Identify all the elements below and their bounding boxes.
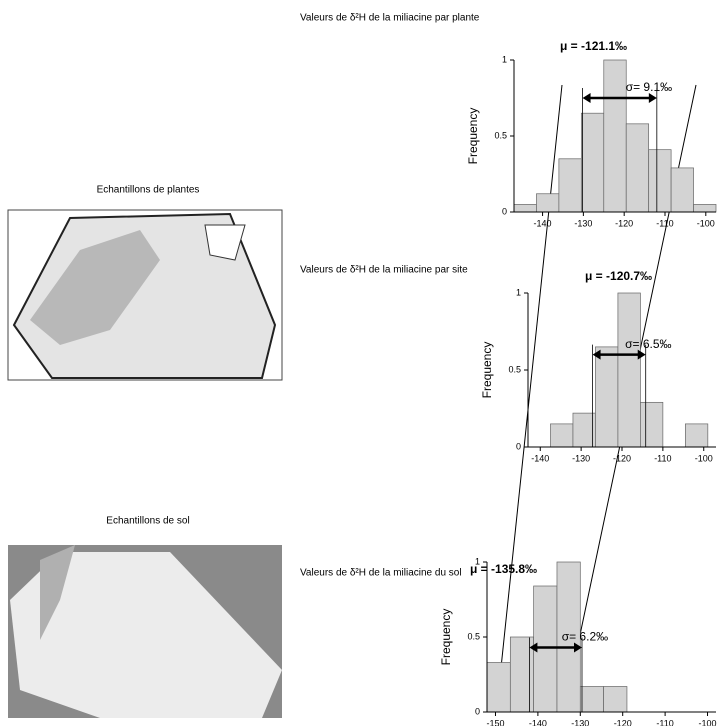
bar [648,149,672,213]
bar [670,167,694,213]
bar [625,123,650,213]
arrow-head [582,93,591,103]
bar [595,346,619,448]
x-tick-label: -100 [695,453,713,463]
arrow-head [592,349,601,360]
arrow-head [637,349,646,360]
sd-label: σ= 6.5‰ [625,337,671,351]
x-tick-label: -100 [699,718,717,726]
x-tick-label: -100 [697,218,715,228]
x-tick-label: -120 [615,218,633,228]
bar [558,158,582,213]
arrow-head [529,642,538,653]
mean-label: μ = -135.8‰ [470,562,537,576]
bar [536,193,560,213]
y-axis-label: Frequency [439,609,453,666]
y-axis-label: Frequency [480,342,494,399]
y-tick-label: 1 [516,287,521,297]
x-tick-label: -130 [572,453,590,463]
bar [572,412,596,448]
sd-label: σ= 6.2‰ [562,630,608,644]
x-tick-label: -110 [656,218,673,228]
y-tick-label: 0 [516,441,521,451]
bar [693,204,717,213]
bar [550,423,574,448]
bar [603,686,628,713]
panel-caption: Echantillons de plantes [97,185,200,196]
panel-caption: Echantillons de sol [106,516,189,527]
plant-map [7,209,283,381]
x-tick-label: -130 [574,218,592,228]
bar [486,662,511,713]
y-axis-label: Frequency [466,108,480,165]
chart-title: Valeurs de δ²H de la miliacine par site [300,265,468,276]
sd-label: σ= 9.1‰ [626,80,672,94]
x-tick-label: -140 [529,718,547,726]
bar [640,401,664,448]
y-tick-label: 0 [502,206,507,216]
x-tick-label: -120 [613,453,631,463]
y-tick-label: 1 [502,54,507,64]
x-tick-label: -130 [571,718,589,726]
y-tick-label: 0.5 [508,364,521,374]
bar [617,292,641,448]
bar [509,636,534,713]
y-tick-label: 0 [475,706,480,716]
mean-label: μ = -120.7‰ [585,269,652,283]
x-tick-label: -140 [531,453,549,463]
soil-map [8,545,282,718]
arrow-head [573,642,582,653]
x-tick-label: -110 [654,453,671,463]
bar [513,204,537,213]
bar [684,423,709,448]
x-tick-label: -150 [486,718,504,726]
mean-label: μ = -121.1‰ [560,39,627,53]
y-tick-label: 0.5 [467,631,480,641]
chart-title: Valeurs de δ²H de la miliacine du sol [300,568,462,579]
y-tick-label: 0.5 [494,130,507,140]
bar [603,59,627,213]
x-tick-label: -110 [656,718,673,726]
bar [580,112,605,213]
bar [579,686,604,713]
chart-title: Valeurs de δ²H de la miliacine par plant… [300,13,480,24]
y-tick-label: 1 [475,556,480,566]
arrow-head [648,93,657,103]
x-tick-label: -120 [614,718,632,726]
x-tick-label: -140 [534,218,552,228]
